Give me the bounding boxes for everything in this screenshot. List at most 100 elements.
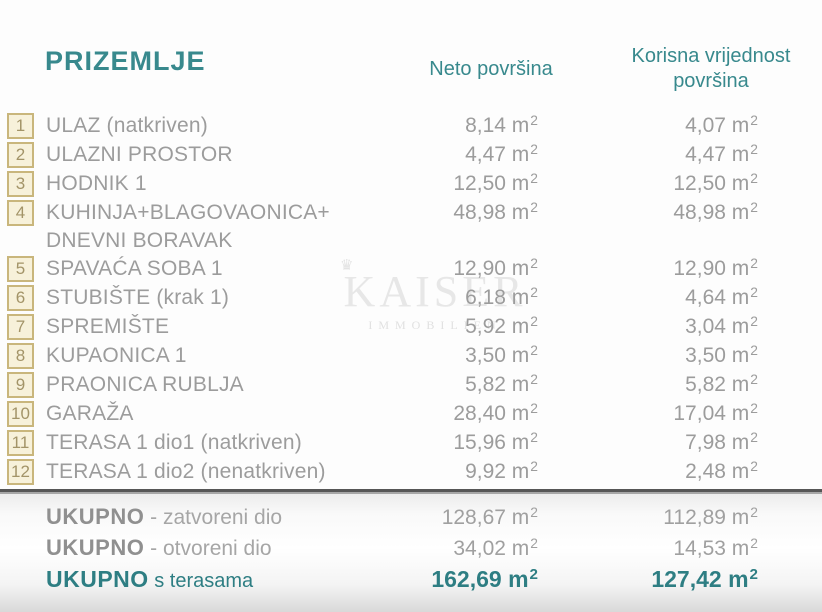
row-number-box: 10: [7, 401, 34, 427]
totals-section: UKUPNO - zatvoreni dio 128,67 m2 112,89 m2…: [0, 489, 822, 612]
square-meter-unit: m2: [731, 199, 758, 224]
total-row: UKUPNO - otvoreni dio 34,02 m2 14,53 m2: [0, 534, 822, 565]
total-label: UKUPNO - otvoreni dio: [46, 534, 368, 565]
square-meter-unit: m2: [731, 313, 758, 338]
square-meter-unit: m2: [511, 313, 538, 338]
area-number: 12,90: [673, 257, 726, 280]
column-header-korisna: Korisna vrijednost površina: [631, 45, 791, 92]
table-row: 4 KUHINJA+BLAGOVAONICA+ DNEVNI BORAVAK 48,9…: [0, 199, 822, 255]
neto-area-value: 128,67 m2: [368, 504, 538, 533]
row-number-box: 12: [7, 459, 34, 485]
square-meter-unit: m2: [731, 342, 758, 367]
area-rows: 1 ULAZ (natkriven) 8,14 m2 4,07 m2 2 ULAZNI P…: [0, 112, 822, 487]
square-meter-unit: m2: [511, 170, 538, 195]
korisna-area-value: 12,90 m2: [538, 255, 758, 284]
table-row: 6 STUBIŠTE (krak 1) 6,18 m2 4,64 m2: [0, 284, 822, 313]
square-meter-unit: m2: [731, 112, 758, 137]
area-number: 6,18: [465, 286, 506, 309]
total-label-bold: UKUPNO: [46, 535, 145, 560]
korisna-area-value: 17,04 m2: [538, 400, 758, 429]
table-row: 9 PRAONICA RUBLJA 5,82 m2 5,82 m2: [0, 371, 822, 400]
area-number: 7,98: [685, 431, 726, 454]
korisna-area-value: 7,98 m2: [538, 429, 758, 458]
room-name: PRAONICA RUBLJA: [46, 373, 244, 396]
square-meter-unit: m2: [511, 429, 538, 454]
row-number-box: 8: [7, 343, 34, 369]
column-header-neto: Neto površina: [429, 58, 553, 80]
area-number: 17,04: [673, 402, 726, 425]
row-number-box: 9: [7, 372, 34, 398]
table-row: 5 SPAVAĆA SOBA 1 12,90 m2 12,90 m2: [0, 255, 822, 284]
square-meter-unit: m2: [731, 170, 758, 195]
room-name: ULAZ (natkriven): [46, 114, 208, 137]
area-number: 48,98: [673, 201, 726, 224]
square-meter-unit: m2: [731, 400, 758, 425]
neto-area-value: 6,18 m2: [368, 284, 538, 313]
area-number: 5,82: [685, 373, 726, 396]
area-number: 4,64: [685, 286, 726, 309]
square-meter-unit: m2: [511, 504, 538, 529]
area-number: 112,89: [663, 506, 726, 529]
neto-area-value: 34,02 m2: [368, 535, 538, 564]
area-number: 15,96: [453, 431, 506, 454]
square-meter-unit: m2: [511, 112, 538, 137]
korisna-area-value: 112,89 m2: [538, 504, 758, 533]
table-row: 7 SPREMIŠTE 5,92 m2 3,04 m2: [0, 313, 822, 342]
square-meter-unit: m2: [511, 141, 538, 166]
area-number: 12,90: [453, 257, 506, 280]
korisna-area-value: 4,64 m2: [538, 284, 758, 313]
area-number: 34,02: [453, 537, 506, 560]
row-number-box: 3: [7, 171, 34, 197]
area-number: 4,07: [685, 114, 726, 137]
row-number-box: 4: [7, 200, 34, 226]
total-label-rest: - otvoreni dio: [144, 537, 272, 560]
room-name: ULAZNI PROSTOR: [46, 143, 233, 166]
row-number-box: 2: [7, 142, 34, 168]
area-number: 12,50: [453, 172, 506, 195]
neto-area-value: 162,69 m2: [368, 565, 538, 597]
area-number: 48,98: [453, 201, 506, 224]
square-meter-unit: m2: [731, 504, 758, 529]
area-number: 3,04: [685, 315, 726, 338]
area-number: 5,92: [465, 315, 506, 338]
square-meter-unit: m2: [511, 535, 538, 560]
square-meter-unit: m2: [511, 371, 538, 396]
neto-area-value: 3,50 m2: [368, 342, 538, 371]
square-meter-unit: m2: [731, 535, 758, 560]
square-meter-unit: m2: [728, 566, 758, 592]
korisna-area-value: 3,50 m2: [538, 342, 758, 371]
square-meter-unit: m2: [511, 342, 538, 367]
korisna-area-value: 12,50 m2: [538, 170, 758, 199]
korisna-area-value: 3,04 m2: [538, 313, 758, 342]
total-row: UKUPNO - zatvoreni dio 128,67 m2 112,89 m2: [0, 503, 822, 534]
square-meter-unit: m2: [731, 141, 758, 166]
total-label-bold: UKUPNO: [46, 566, 149, 592]
total-label: UKUPNO - zatvoreni dio: [46, 503, 368, 534]
neto-area-value: 12,90 m2: [368, 255, 538, 284]
row-number-box: 5: [7, 256, 34, 282]
square-meter-unit: m2: [511, 284, 538, 309]
page-title: PRIZEMLJE: [45, 46, 206, 76]
totals-rows: UKUPNO - zatvoreni dio 128,67 m2 112,89 m2…: [0, 494, 822, 597]
total-label-bold: UKUPNO: [46, 504, 145, 529]
room-name: SPAVAĆA SOBA 1: [46, 257, 223, 280]
korisna-area-value: 127,42 m2: [538, 565, 758, 597]
row-number-box: 7: [7, 314, 34, 340]
room-name: SPREMIŠTE: [46, 315, 170, 338]
area-number: 8,14: [465, 114, 506, 137]
room-name: KUHINJA+BLAGOVAONICA+ DNEVNI BORAVAK: [46, 201, 330, 252]
room-name: GARAŽA: [46, 402, 134, 425]
neto-area-value: 12,50 m2: [368, 170, 538, 199]
neto-area-value: 28,40 m2: [368, 400, 538, 429]
separator-line: [0, 489, 822, 494]
neto-area-value: 8,14 m2: [368, 112, 538, 141]
row-number-box: 6: [7, 285, 34, 311]
square-meter-unit: m2: [511, 458, 538, 483]
row-number-box: 1: [7, 113, 34, 139]
neto-area-value: 9,92 m2: [368, 458, 538, 487]
area-number: 127,42: [651, 566, 722, 592]
row-number-box: 11: [7, 430, 34, 456]
korisna-area-value: 48,98 m2: [538, 199, 758, 228]
korisna-area-value: 5,82 m2: [538, 371, 758, 400]
korisna-area-value: 4,47 m2: [538, 141, 758, 170]
